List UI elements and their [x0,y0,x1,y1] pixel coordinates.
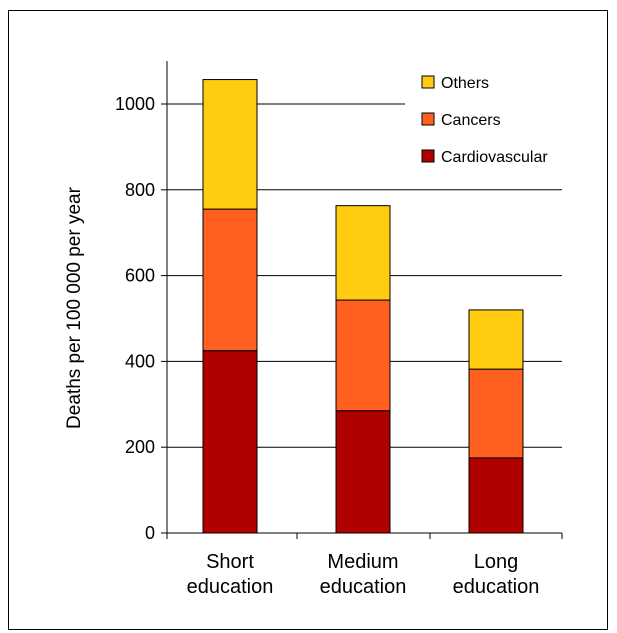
y-tick-labels: 0 200 400 600 800 1000 [115,94,155,543]
y-tick-label: 600 [125,266,155,286]
category-label: education [453,576,540,598]
y-tick-label: 1000 [115,94,155,114]
bar-segment-cardiovascular [202,350,258,534]
legend-label-others: Others [441,75,489,92]
legend-label-cardiovascular: Cardiovascular [441,149,548,166]
category-label: education [320,576,407,598]
y-axis-label: Deaths per 100 000 per year [64,186,85,429]
y-tick-label: 800 [125,180,155,200]
bar-segment-others [335,205,391,301]
category-label: Short [206,551,254,573]
bar-segment-cardiovascular [335,410,391,534]
bar-segment-cancers [202,208,258,352]
category-label: Long [474,551,519,573]
bar-segment-cardiovascular [468,457,524,534]
legend-background [405,64,595,174]
legend: Others Cancers Cardiovascular [405,64,595,174]
legend-swatch-cardiovascular [421,149,435,163]
y-tick-label: 400 [125,351,155,371]
bar-segment-cancers [335,299,391,412]
legend-swatch-cancers [421,112,435,126]
bars [202,79,524,534]
legend-swatch-others [421,75,435,89]
bar-segment-cancers [468,368,524,459]
bar-segment-others [468,309,524,370]
category-label: education [187,576,274,598]
bar-segment-others [202,79,258,210]
y-tick-label: 200 [125,437,155,457]
axes [161,61,563,539]
category-label: Medium [327,551,398,573]
y-tick-label: 0 [145,523,155,543]
legend-label-cancers: Cancers [441,112,501,129]
category-labels: Short education Medium education Long educati… [187,551,540,598]
